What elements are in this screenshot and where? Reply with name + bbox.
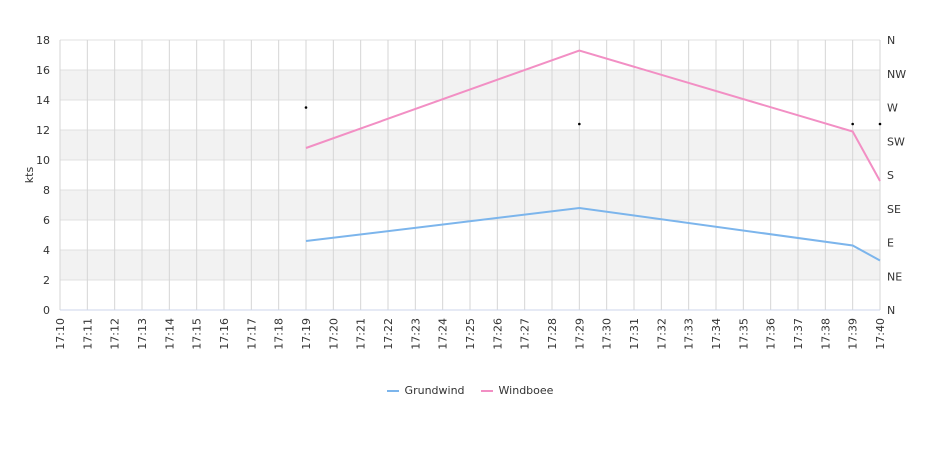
x-tick-label: 17:11	[81, 318, 94, 350]
legend-swatch-grundwind	[386, 389, 399, 392]
right-axis-label: NE	[887, 270, 902, 283]
x-tick-label: 17:21	[355, 318, 368, 350]
x-tick-label: 17:40	[874, 318, 887, 350]
x-tick-label: 17:18	[273, 318, 286, 350]
x-tick-label: 17:10	[54, 318, 67, 350]
right-axis-label: N	[887, 34, 895, 47]
x-tick-label: 17:31	[628, 318, 641, 350]
x-tick-label: 17:33	[683, 318, 696, 350]
right-axis-label: NW	[887, 68, 906, 81]
x-tick-label: 17:12	[109, 318, 122, 350]
x-tick-label: 17:26	[491, 318, 504, 350]
y-tick-label: 2	[43, 274, 50, 287]
x-tick-label: 17:30	[601, 318, 614, 350]
y-tick-label: 12	[36, 124, 50, 137]
y-axis-title: kts	[23, 167, 36, 184]
x-tick-label: 17:34	[710, 318, 723, 350]
y-tick-label: 6	[43, 214, 50, 227]
y-tick-label: 16	[36, 64, 50, 77]
x-tick-label: 17:22	[382, 318, 395, 350]
right-axis-label: N	[887, 304, 895, 317]
right-axis-label: E	[887, 237, 894, 250]
x-tick-label: 17:36	[765, 318, 778, 350]
x-tick-label: 17:19	[300, 318, 313, 350]
series-line-grundwind	[305, 206, 881, 262]
legend-label-grundwind: Grundwind	[404, 384, 465, 397]
y-tick-label: 14	[36, 94, 50, 107]
x-tick-label: 17:38	[819, 318, 832, 350]
x-tick-label: 17:24	[437, 318, 450, 350]
right-axis-label: SW	[887, 135, 905, 148]
x-tick-label: 17:35	[737, 318, 750, 350]
direction-marker	[578, 122, 581, 126]
x-tick-label: 17:25	[464, 318, 477, 350]
x-tick-label: 17:39	[847, 318, 860, 350]
y-tick-label: 8	[43, 184, 50, 197]
legend-swatch-windboee	[480, 389, 493, 392]
y-tick-label: 4	[43, 244, 50, 257]
y-tick-label: 18	[36, 34, 50, 47]
x-tick-label: 17:37	[792, 318, 805, 350]
series-line-windboee	[305, 49, 881, 182]
right-axis-label: SE	[887, 203, 901, 216]
right-axis-label: S	[887, 169, 894, 182]
legend-item-windboee[interactable]: Windboee	[480, 384, 554, 397]
direction-marker	[851, 122, 854, 126]
x-tick-label: 17:20	[327, 318, 340, 350]
x-tick-label: 17:15	[191, 318, 204, 350]
x-tick-label: 17:27	[519, 318, 532, 350]
x-tick-label: 17:28	[546, 318, 559, 350]
y-tick-label: 0	[43, 304, 50, 317]
right-axis-label: W	[887, 102, 898, 115]
direction-marker	[304, 106, 308, 109]
legend-item-grundwind[interactable]: Grundwind	[386, 384, 465, 397]
legend: Grundwind Windboee	[0, 384, 940, 397]
x-tick-label: 17:29	[573, 318, 586, 350]
legend-label-windboee: Windboee	[498, 384, 554, 397]
x-tick-label: 17:14	[163, 318, 176, 350]
x-tick-label: 17:16	[218, 318, 231, 350]
x-tick-label: 17:23	[409, 318, 422, 350]
direction-marker	[878, 122, 882, 126]
x-tick-label: 17:17	[245, 318, 258, 350]
x-tick-label: 17:13	[136, 318, 149, 350]
y-tick-label: 10	[36, 154, 50, 167]
x-tick-label: 17:32	[655, 318, 668, 350]
